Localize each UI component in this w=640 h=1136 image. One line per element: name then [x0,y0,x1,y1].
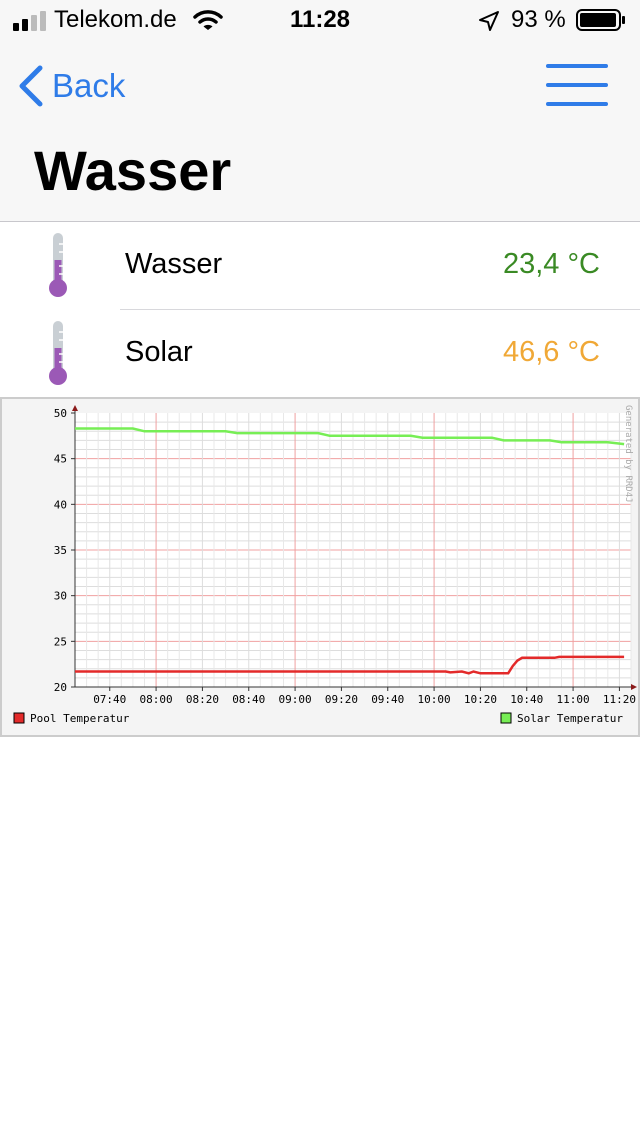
wifi-icon [193,10,223,30]
back-button-label: Back [52,67,126,104]
list-item-solar[interactable]: Solar 46,6 °C [0,310,640,398]
sensor-label: Wasser [125,248,223,280]
list-item-wasser[interactable]: Wasser 23,4 °C [0,222,640,310]
y-axis-arrow [72,405,78,411]
battery-icon [576,9,625,31]
chevron-left-icon [19,65,43,107]
sensor-value: 46,6 °C [502,336,600,368]
x-axis-arrow [631,684,637,690]
x-tick-label: 10:40 [510,693,543,706]
y-tick-label: 20 [54,681,67,694]
x-tick-label: 11:00 [557,693,590,706]
back-button[interactable]: Back [16,64,125,108]
thermometer-icon [49,321,67,385]
x-tick-label: 08:40 [232,693,265,706]
chart-watermark: Generated by RRD4J [623,405,633,503]
series-line-pool [75,655,625,675]
y-tick-label: 45 [54,453,67,466]
location-arrow-icon [479,11,499,31]
y-tick-label: 35 [54,544,67,557]
battery-percentage: 93 % [511,6,566,33]
y-tick-label: 40 [54,498,67,511]
legend-label-pool: Pool Temperatur [30,712,130,725]
x-tick-label: 08:00 [140,693,173,706]
temperature-chart-svg: 50 45 40 35 30 25 20 07:40 08:00 08:20 08:40 09:00… [13,405,637,725]
x-tick-label: 11:20 [603,693,636,706]
thermometer-icon [49,233,67,297]
sensor-value: 23,4 °C [502,248,600,280]
hamburger-menu-icon[interactable] [546,62,608,108]
y-tick-label: 30 [54,590,67,603]
x-tick-label: 08:20 [186,693,219,706]
carrier-name: Telekom.de [54,6,177,33]
status-bar: Telekom.de 11:28 93 % [0,0,640,40]
page-title: Wasser [34,139,232,202]
series-line-solar [75,427,625,446]
sensor-label: Solar [125,336,193,368]
x-tick-label: 09:40 [371,693,404,706]
navigation-bar: Back Wasser [0,40,640,222]
legend-label-solar: Solar Temperatur [517,712,623,725]
x-tick-label: 07:40 [93,693,126,706]
x-tick-label: 10:20 [464,693,497,706]
legend-swatch-solar [500,712,512,724]
x-tick-label: 09:20 [325,693,358,706]
y-tick-label: 25 [54,635,67,648]
signal-icon [13,11,46,31]
x-tick-label: 09:00 [279,693,312,706]
row-divider [120,309,640,310]
legend-swatch-pool [13,712,25,724]
x-tick-label: 10:00 [418,693,451,706]
temperature-chart: 50 45 40 35 30 25 20 07:40 08:00 08:20 08:40 09:00… [0,397,640,737]
y-tick-label: 50 [54,407,67,420]
status-time: 11:28 [289,6,351,33]
